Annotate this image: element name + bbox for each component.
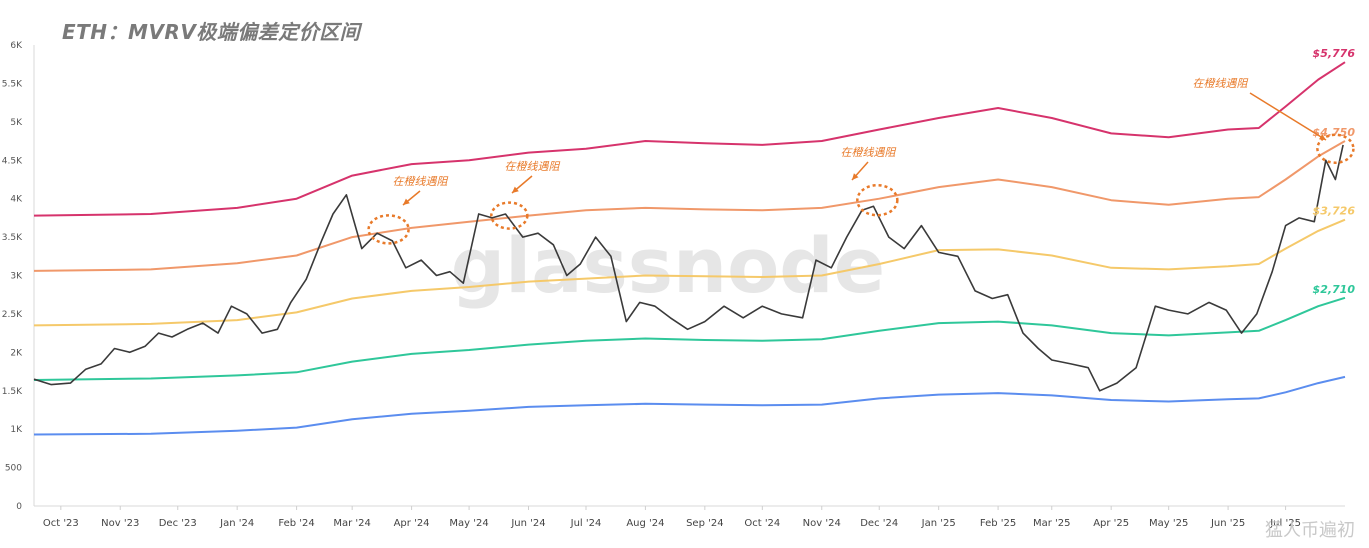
x-tick-label: May '25 <box>1149 518 1188 529</box>
band-line-band_2710 <box>33 296 1346 381</box>
x-tick-label: May '24 <box>449 518 488 529</box>
y-tick-label: 2K <box>10 348 23 358</box>
annotation-arrow <box>1249 92 1327 141</box>
y-tick-label: 1.5K <box>2 387 23 397</box>
x-tick-label: Jul '24 <box>570 518 602 529</box>
annotation-arrowhead <box>512 186 519 193</box>
glassnode-logo: glassnode <box>451 221 885 310</box>
y-tick-label: 6K <box>10 41 23 51</box>
resistance-circle <box>367 214 410 245</box>
x-tick-label: Jun '24 <box>510 518 545 529</box>
chart-title: ETH：MVRV极端偏差定价区间 <box>62 20 361 44</box>
y-tick-label: 4K <box>10 195 23 205</box>
x-tick-label: Nov '24 <box>803 518 841 529</box>
price-line <box>33 144 1344 392</box>
annotation-arrowhead <box>852 173 859 180</box>
eth-price-series <box>33 144 1344 392</box>
x-tick-label: Jul '25 <box>1269 518 1301 529</box>
annotation-label: 在橙线遇阻 <box>1193 77 1249 90</box>
x-tick-label: Sep '24 <box>686 518 724 529</box>
y-tick-label: 3K <box>10 272 23 282</box>
band-end-label: $2,710 <box>1313 283 1356 296</box>
x-tick-label: Jun '25 <box>1210 518 1245 529</box>
x-tick-label: Aug '24 <box>626 518 664 529</box>
x-tick-label: Feb '24 <box>278 518 314 529</box>
y-tick-label: 5.5K <box>2 79 23 89</box>
x-tick-label: Mar '25 <box>1033 518 1071 529</box>
y-tick-label: 1K <box>10 425 23 435</box>
x-tick-label: Mar '24 <box>333 518 371 529</box>
annotation-arrowhead <box>1319 134 1326 140</box>
resistance-circle <box>1316 133 1355 164</box>
resistance-circle <box>490 201 529 230</box>
y-tick-label: 3.5K <box>2 233 23 243</box>
y-tick-label: 5K <box>10 118 23 128</box>
annotation-label: 在橙线遇阻 <box>393 175 449 188</box>
x-tick-label: Apr '24 <box>394 518 430 529</box>
band-end-label: $5,776 <box>1313 47 1356 60</box>
x-tick-label: Jan '24 <box>219 518 254 529</box>
x-tick-label: Dec '24 <box>860 518 898 529</box>
mvrv-bands <box>33 61 1346 436</box>
x-tick-label: Jan '25 <box>921 518 956 529</box>
x-tick-label: Nov '23 <box>101 518 139 529</box>
annotation-label: 在橙线遇阻 <box>841 146 897 159</box>
x-tick-label: Apr '25 <box>1093 518 1129 529</box>
annotation-arrowhead <box>403 198 410 205</box>
band-end-labels: $5,776 $4,750 $3,726 $2,710 <box>1313 47 1356 296</box>
annotation-label: 在橙线遇阻 <box>505 160 561 173</box>
x-tick-label: Oct '23 <box>43 518 79 529</box>
band-line-band_4750 <box>33 140 1346 272</box>
y-axis: 0 500 1K 1.5K 2K 2.5K 3K 3.5K 4K 4.5K 5K 5.5K 6K <box>2 41 35 512</box>
y-tick-label: 0 <box>16 502 22 512</box>
band-line-band_low <box>33 375 1346 436</box>
x-tick-label: Feb '25 <box>980 518 1016 529</box>
y-tick-label: 500 <box>5 464 22 474</box>
x-axis: Oct '23 Nov '23 Dec '23 Jan '24 Feb '24 Mar '… <box>34 505 1345 529</box>
y-tick-label: 2.5K <box>2 310 23 320</box>
band-end-label: $3,726 <box>1313 205 1356 218</box>
resistance-circle <box>856 183 899 217</box>
x-tick-label: Oct '24 <box>744 518 780 529</box>
band-end-label: $4,750 <box>1313 126 1356 139</box>
glassnode-watermark: glassnode <box>451 221 885 310</box>
band-line-band_5776 <box>33 61 1346 217</box>
corner-watermark: 猛人币遍初 <box>1265 520 1355 541</box>
y-tick-label: 4.5K <box>2 156 23 166</box>
x-tick-label: Dec '23 <box>159 518 197 529</box>
band-line-band_3726 <box>33 218 1346 327</box>
